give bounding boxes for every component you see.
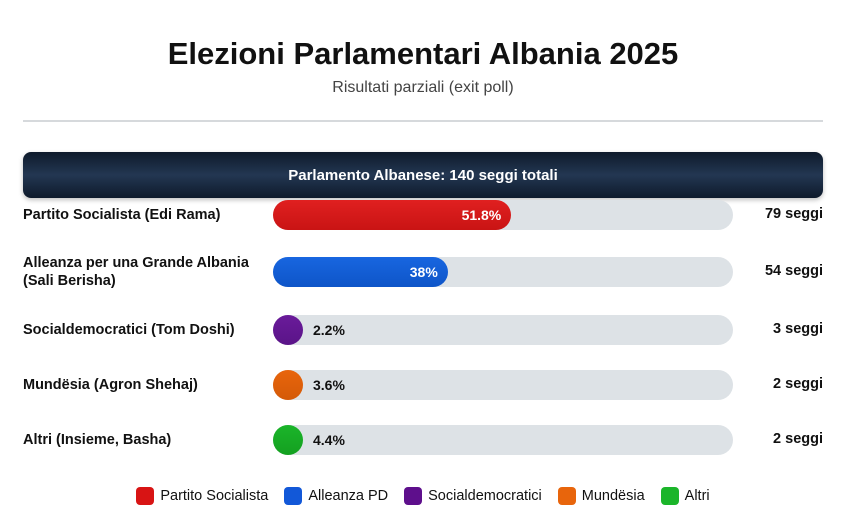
bar-value-label: 38% [409,264,438,280]
party-label: Mundësia (Agron Shehaj) [23,377,198,393]
legend: Partito Socialista Alleanza PD Socialdemoc… [0,486,846,506]
bar [273,370,303,400]
seats-label: 2 seggi [773,431,823,447]
legend-item: Altri [660,487,710,505]
legend-swatch [557,487,576,505]
legend-label: Socialdemocratici [428,488,542,504]
bar [273,425,303,455]
legend-label: Altri [684,488,710,504]
bar-value-label: 4.4% [313,432,345,448]
legend-swatch [284,487,303,505]
legend-item: Mundësia [557,487,645,505]
party-label: Alleanza per una Grande Albania (Sali Be… [23,255,249,289]
party-label: Altri (Insieme, Basha) [23,432,172,448]
legend-swatch [404,487,423,505]
legend-label: Partito Socialista [160,488,269,504]
party-label: Partito Socialista (Edi Rama) [23,207,221,223]
bar-value-label: 2.2% [313,322,345,338]
legend-item: Alleanza PD [284,487,388,505]
bar [273,200,512,230]
legend-label: Mundësia [581,488,645,504]
bar-track: 3.6% [273,370,733,400]
bar-value-label: 3.6% [313,377,345,393]
divider [23,120,823,122]
bar-track: 38% [273,257,733,287]
bar [273,315,303,345]
parliament-banner: Parlamento Albanese: 140 seggi totali [23,152,823,198]
seats-label: 3 seggi [773,321,823,337]
bar-value-label: 51.8% [461,207,502,223]
seats-label: 79 seggi [764,206,823,222]
bar-track: 2.2% [273,315,733,345]
banner-text: Parlamento Albanese: 140 seggi totali [288,166,558,184]
party-label: Socialdemocratici (Tom Doshi) [23,322,235,338]
bar-track: 51.8% [273,200,733,230]
seats-label: 54 seggi [764,263,823,279]
legend-swatch [136,487,155,505]
bar [273,257,448,287]
legend-label: Alleanza PD [308,488,389,504]
legend-item: Partito Socialista [136,487,268,505]
chart-title: Elezioni Parlamentari Albania 2025 [167,36,679,71]
legend-swatch [660,487,679,505]
chart-subtitle: Risultati parziali (exit poll) [332,79,514,96]
legend-item: Socialdemocratici [404,487,542,505]
seats-label: 2 seggi [773,376,823,392]
bar-track: 4.4% [273,425,733,455]
